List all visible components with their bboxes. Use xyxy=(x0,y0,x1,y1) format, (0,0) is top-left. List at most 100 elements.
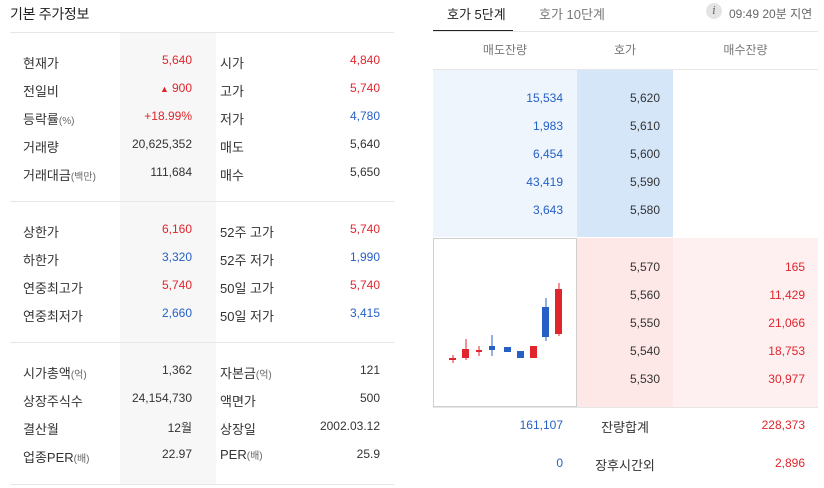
panel-title: 기본 주가정보 xyxy=(10,6,90,22)
up-triangle-icon: ▲ xyxy=(160,84,169,94)
delay-notice: 09:49 20분 지연 xyxy=(729,7,813,21)
ask-price: 5,580 xyxy=(629,203,660,217)
ask-volume: 15,534 xyxy=(526,91,563,105)
info-value: 3,415 xyxy=(349,306,380,320)
ask-row: 3,643 5,580 xyxy=(433,203,818,231)
info-value: 4,780 xyxy=(349,109,380,123)
info-row: 연중최저가 2,660 50일 저가 3,415 xyxy=(10,300,394,328)
info-label: 매도 xyxy=(220,140,244,155)
after-hours-row: 0 장후시간외 2,896 xyxy=(433,450,818,478)
tab-5-level[interactable]: 호가 5단계 xyxy=(447,7,506,22)
info-value: 500 xyxy=(359,391,380,405)
info-value: 5,640 xyxy=(161,53,192,67)
info-label: 매수 xyxy=(220,168,244,183)
ask-volume: 43,419 xyxy=(526,175,563,189)
order-book-panel: 호가 5단계 호가 10단계 i 09:49 20분 지연 매도잔량 호가 매수… xyxy=(433,0,824,488)
info-label: 50일 고가 xyxy=(220,281,274,296)
info-label: 50일 저가 xyxy=(220,309,274,324)
total-bid-volume: 228,373 xyxy=(761,418,805,432)
basic-stock-info-panel: 기본 주가정보 현재가 5,640 시가 4,840 전일비 ▲ 900 고가 5,740 등락률… xyxy=(0,0,394,488)
info-value: 5,740 xyxy=(349,278,380,292)
info-value: 5,640 xyxy=(349,137,380,151)
tab-10-level[interactable]: 호가 10단계 xyxy=(539,7,605,22)
info-value: 20,625,352 xyxy=(131,137,192,151)
header-ask-volume: 매도잔량 xyxy=(482,43,528,57)
info-value: 121 xyxy=(359,363,380,377)
info-label: 자본금(억) xyxy=(220,366,272,381)
info-row: 결산월 12월 상장일 2002.03.12 xyxy=(10,413,394,441)
info-value: 5,740 xyxy=(349,222,380,236)
bid-volume: 21,066 xyxy=(768,316,805,330)
bid-price: 5,560 xyxy=(629,288,660,302)
info-row: 전일비 ▲ 900 고가 5,740 xyxy=(10,75,394,103)
header-bid-volume: 매수잔량 xyxy=(723,43,768,57)
info-value: 5,740 xyxy=(349,81,380,95)
divider xyxy=(433,69,818,70)
divider xyxy=(10,32,394,33)
info-row: 상한가 6,160 52주 고가 5,740 xyxy=(10,216,394,244)
bid-volume: 18,753 xyxy=(768,344,805,358)
info-value: 4,840 xyxy=(349,53,380,67)
bid-row: 5,560 11,429 xyxy=(433,288,818,316)
bid-row: 5,570 165 xyxy=(433,260,818,288)
info-label: 거래량 xyxy=(23,140,59,155)
info-value: 22.97 xyxy=(161,447,192,461)
info-label: 하한가 xyxy=(23,253,59,268)
info-row: 현재가 5,640 시가 4,840 xyxy=(10,47,394,75)
info-label: 상장주식수 xyxy=(23,394,83,409)
info-icon[interactable]: i xyxy=(706,3,722,19)
info-label: 결산월 xyxy=(23,422,59,437)
price-section: 현재가 5,640 시가 4,840 전일비 ▲ 900 고가 5,740 등락률(%) +18.9… xyxy=(10,33,394,201)
info-value: 6,160 xyxy=(161,222,192,236)
ask-price: 5,610 xyxy=(629,119,660,133)
bid-area xyxy=(673,238,818,407)
limit-section: 상한가 6,160 52주 고가 5,740 하한가 3,320 52주 저가 1,990 연중… xyxy=(10,202,394,342)
ask-volume: 3,643 xyxy=(532,203,563,217)
ask-price: 5,600 xyxy=(629,147,660,161)
info-label: PER(배) xyxy=(220,447,263,462)
info-label: 현재가 xyxy=(23,56,59,71)
bid-price: 5,570 xyxy=(629,260,660,274)
info-value: 1,362 xyxy=(161,363,192,377)
info-label: 52주 저가 xyxy=(220,253,274,268)
info-row: 상장주식수 24,154,730 액면가 500 xyxy=(10,385,394,413)
info-value: 2,660 xyxy=(161,306,192,320)
bid-price-area xyxy=(577,238,673,407)
info-value: 5,650 xyxy=(349,165,380,179)
ask-volume: 1,983 xyxy=(532,119,563,133)
candle-chart-svg xyxy=(449,283,562,363)
info-label: 연중최고가 xyxy=(23,281,83,296)
header-price: 호가 xyxy=(613,43,637,57)
info-value: 25.9 xyxy=(356,447,380,461)
bid-price: 5,530 xyxy=(629,372,660,386)
info-value: 1,990 xyxy=(349,250,380,264)
ask-row: 1,983 5,610 xyxy=(433,119,818,147)
info-label: 상한가 xyxy=(23,225,59,240)
after-hours-label: 장후시간외 xyxy=(595,458,655,473)
info-label: 시가 xyxy=(220,56,244,71)
info-label: 액면가 xyxy=(220,394,256,409)
info-label: 등락률(%) xyxy=(23,112,75,127)
bid-volume: 165 xyxy=(784,260,805,274)
ask-price: 5,590 xyxy=(629,175,660,189)
total-remaining-row: 161,107 잔량합계 228,373 xyxy=(433,412,818,440)
divider xyxy=(433,31,818,32)
company-section: 시가총액(억) 1,362 자본금(억) 121 상장주식수 24,154,730 액면가 5… xyxy=(10,343,394,484)
bid-volume: 11,429 xyxy=(769,288,805,302)
ask-price-area xyxy=(577,70,673,237)
ask-price: 5,620 xyxy=(629,91,660,105)
info-label: 저가 xyxy=(220,112,244,127)
bid-row: 5,530 30,977 xyxy=(433,372,818,400)
info-label: 연중최저가 xyxy=(23,309,83,324)
info-label: 상장일 xyxy=(220,422,256,437)
divider xyxy=(10,484,394,485)
info-value: 5,740 xyxy=(161,278,192,292)
ask-row: 6,454 5,600 xyxy=(433,147,818,175)
info-label: 고가 xyxy=(220,84,244,99)
ask-volume: 6,454 xyxy=(532,147,563,161)
info-label: 52주 고가 xyxy=(220,225,274,240)
info-label: 시가총액(억) xyxy=(23,366,87,381)
info-label: 전일비 xyxy=(23,84,59,99)
bid-volume: 30,977 xyxy=(768,372,805,386)
info-row: 거래량 20,625,352 매도 5,640 xyxy=(10,131,394,159)
